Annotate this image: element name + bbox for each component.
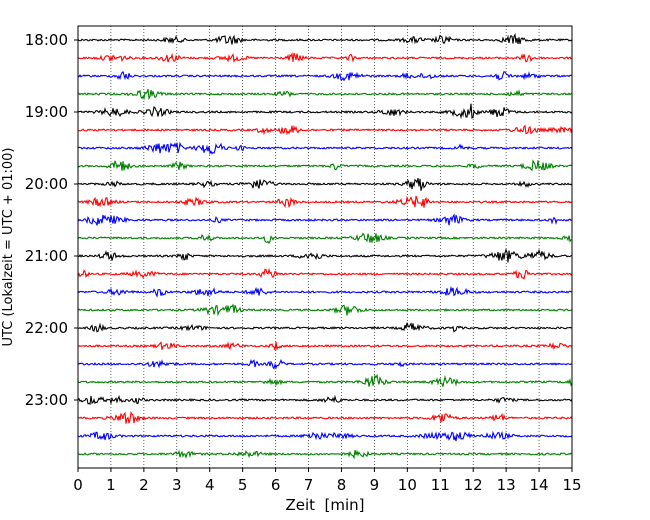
x-tick-label: 2 (139, 476, 149, 494)
trace-2330 (77, 430, 573, 442)
x-axis-ticks: 0 1 2 3 4 5 6 7 8 9 10 11 12 13 14 15 (73, 468, 582, 494)
trace-2215 (77, 341, 573, 351)
x-tick-label: 9 (370, 476, 380, 494)
y-tick-label: 19:00 (25, 103, 68, 121)
x-tick-label: 12 (464, 476, 483, 494)
trace-2115 (77, 267, 573, 280)
trace-2130 (77, 285, 573, 298)
y-tick-label: 22:00 (25, 319, 68, 337)
x-tick-label: 7 (304, 476, 314, 494)
trace-1900 (77, 103, 573, 120)
trace-2300 (77, 394, 573, 406)
y-tick-label: 21:00 (25, 247, 68, 265)
x-tick-label: 14 (530, 476, 549, 494)
trace-1800 (77, 33, 573, 45)
trace-2245 (77, 373, 573, 387)
trace-1930 (77, 141, 573, 156)
trace-1815 (77, 52, 573, 64)
trace-2315 (77, 411, 573, 424)
trace-1945 (77, 159, 573, 172)
trace-2145 (77, 303, 573, 317)
trace-2100 (77, 248, 573, 263)
x-tick-label: 1 (106, 476, 116, 494)
trace-1830 (77, 70, 573, 82)
seismic-traces (77, 33, 573, 460)
x-tick-label: 0 (73, 476, 83, 494)
x-tick-label: 13 (497, 476, 516, 494)
trace-2030 (77, 213, 573, 226)
trace-1845 (77, 88, 573, 101)
y-axis-label: UTC (Lokalzeit = UTC + 01:00) (1, 148, 16, 347)
x-tick-label: 5 (238, 476, 248, 494)
y-tick-label: 18:00 (25, 31, 68, 49)
x-tick-label: 15 (562, 476, 581, 494)
y-tick-label: 20:00 (25, 175, 68, 193)
trace-2345 (77, 449, 573, 460)
trace-2000 (77, 178, 573, 191)
trace-2015 (77, 195, 573, 208)
x-tick-label: 6 (271, 476, 281, 494)
trace-2200 (77, 322, 573, 333)
x-tick-label: 3 (172, 476, 182, 494)
x-axis-label: Zeit [min] (285, 496, 364, 514)
y-axis-ticks: 18:00 19:00 20:00 21:00 22:00 23:00 (25, 31, 78, 409)
trace-1915 (77, 124, 573, 136)
x-tick-label: 4 (205, 476, 215, 494)
y-tick-label: 23:00 (25, 391, 68, 409)
plot-frame (77, 25, 573, 469)
trace-2045 (77, 232, 573, 245)
x-tick-label: 8 (337, 476, 347, 494)
x-tick-label: 10 (398, 476, 417, 494)
x-tick-label: 11 (431, 476, 450, 494)
trace-2230 (77, 358, 573, 370)
